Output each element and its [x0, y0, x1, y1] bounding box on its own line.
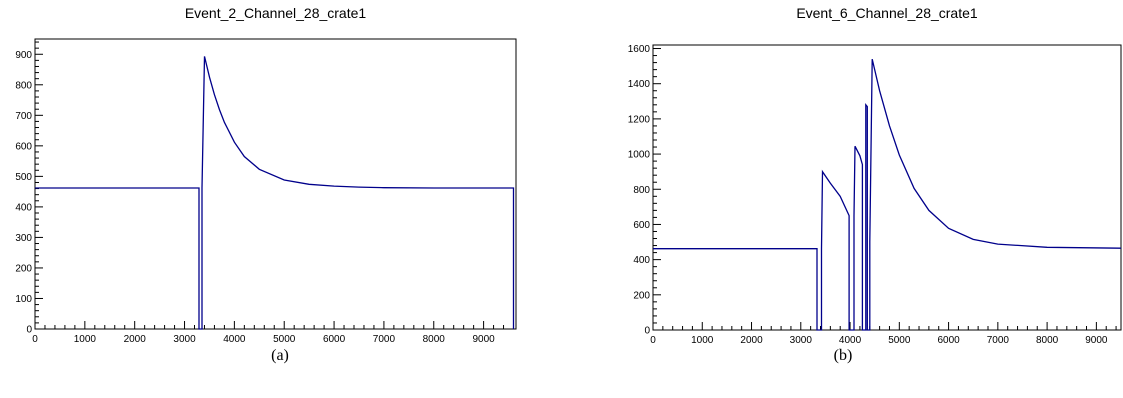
x-tick-label: 1000 [691, 335, 714, 346]
x-tick-label: 5000 [273, 334, 296, 345]
chart-title: Event_2_Channel_28_crate1 [185, 5, 367, 21]
x-tick-label: 6000 [937, 335, 960, 346]
x-tick-label: 9000 [472, 334, 495, 345]
waveform-line [35, 56, 515, 330]
x-tick-label: 7000 [987, 335, 1010, 346]
plot-frame [652, 44, 1122, 331]
y-tick-label: 700 [15, 111, 32, 122]
y-tick-label: 0 [644, 326, 650, 337]
y-tick-label: 200 [633, 290, 650, 301]
x-tick-label: 9000 [1085, 335, 1108, 346]
x-tick-label: 0 [32, 334, 38, 345]
caption-a: (a) [271, 347, 289, 364]
plot-frame [34, 38, 517, 330]
x-tick-label: 0 [650, 335, 656, 346]
x-tick-label: 7000 [373, 334, 396, 345]
y-tick-label: 300 [15, 233, 32, 244]
y-tick-label: 1600 [628, 44, 651, 55]
y-tick-label: 400 [633, 255, 650, 266]
y-tick-label: 500 [15, 172, 32, 183]
y-tick-label: 200 [15, 263, 32, 274]
chart-panel-a: Event_2_Channel_28_crate1 0 1000 2000 3000 40… [0, 0, 560, 398]
x-tick-label: 8000 [423, 334, 446, 345]
chart-panel-b: Event_6_Channel_28_crate1 0 1000 2000 3000 40… [563, 0, 1123, 398]
y-tick-label: 1000 [628, 150, 651, 161]
x-tick-label: 4000 [223, 334, 246, 345]
x-tick-label: 3000 [790, 335, 813, 346]
waveform-line [653, 58, 1122, 331]
x-tick-label: 2000 [740, 335, 763, 346]
x-tick-label: 4000 [839, 335, 862, 346]
y-tick-label: 600 [633, 220, 650, 231]
x-tick-label: 3000 [173, 334, 196, 345]
y-tick-label: 600 [15, 141, 32, 152]
y-tick-label: 400 [15, 202, 32, 213]
x-tick-label: 8000 [1036, 335, 1059, 346]
y-tick-label: 1400 [628, 79, 651, 90]
y-tick-label: 900 [15, 50, 32, 61]
y-tick-label: 800 [633, 185, 650, 196]
y-tick-label: 1200 [628, 114, 651, 125]
x-tick-label: 6000 [323, 334, 346, 345]
y-tick-label: 100 [15, 294, 32, 305]
y-tick-label: 0 [26, 325, 32, 336]
x-tick-label: 5000 [888, 335, 911, 346]
caption-b: (b) [833, 347, 853, 364]
y-tick-label: 800 [15, 80, 32, 91]
x-tick-label: 2000 [124, 334, 147, 345]
chart-title: Event_6_Channel_28_crate1 [796, 5, 978, 21]
x-tick-label: 1000 [74, 334, 97, 345]
